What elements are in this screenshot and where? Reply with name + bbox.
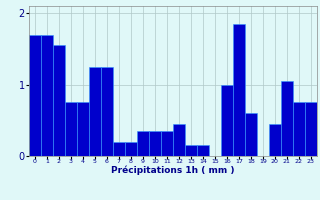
Bar [233, 24, 245, 156]
X-axis label: Précipitations 1h ( mm ): Précipitations 1h ( mm ) [111, 165, 235, 175]
Bar [137, 131, 149, 156]
Bar [149, 131, 161, 156]
Bar [245, 113, 257, 156]
Bar [125, 142, 137, 156]
Bar [197, 145, 209, 156]
Bar [41, 35, 53, 156]
Bar [269, 124, 281, 156]
Bar [161, 131, 173, 156]
Bar [113, 142, 125, 156]
Bar [185, 145, 197, 156]
Bar [221, 85, 233, 156]
Bar [101, 67, 113, 156]
Bar [293, 102, 305, 156]
Bar [305, 102, 317, 156]
Bar [77, 102, 89, 156]
Bar [89, 67, 101, 156]
Bar [53, 45, 65, 156]
Bar [173, 124, 185, 156]
Bar [29, 35, 41, 156]
Bar [65, 102, 77, 156]
Bar [281, 81, 293, 156]
